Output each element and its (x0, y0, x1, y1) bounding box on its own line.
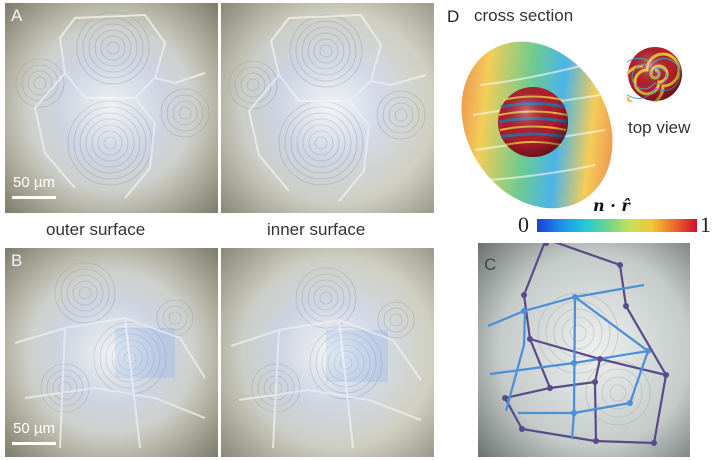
colorbar (537, 219, 697, 232)
micrograph-c-network (478, 243, 690, 457)
micrograph-a-outer (5, 3, 218, 213)
panel-letter-a: A (11, 6, 23, 25)
caption-inner-surface: inner surface (267, 220, 366, 239)
scalebar-label-a: 50 µm (13, 174, 55, 191)
micrograph-a-inner (221, 3, 434, 213)
top-view-label: top view (628, 118, 691, 137)
micrograph-b-outer (5, 248, 218, 457)
scalebar-a (12, 196, 56, 199)
colorbar-title: n · r̂ (593, 196, 630, 215)
colorbar-max-label: 1 (700, 212, 711, 237)
panel-letter-c: C (484, 255, 497, 274)
network-purple-nodes (502, 243, 669, 446)
scalebar-b (12, 442, 56, 445)
cross-section-illustration (455, 25, 620, 215)
micrograph-b-inner (221, 248, 434, 457)
panel-letter-b: B (11, 251, 23, 270)
panel-letter-d: D (447, 7, 460, 26)
caption-outer-surface: outer surface (46, 220, 146, 239)
scalebar-label-b: 50 µm (13, 420, 55, 437)
panel-d-title: cross section (474, 6, 574, 25)
network-blue-nodes (521, 294, 651, 416)
colorbar-min-label: 0 (518, 212, 529, 237)
top-view-sphere (618, 46, 683, 108)
